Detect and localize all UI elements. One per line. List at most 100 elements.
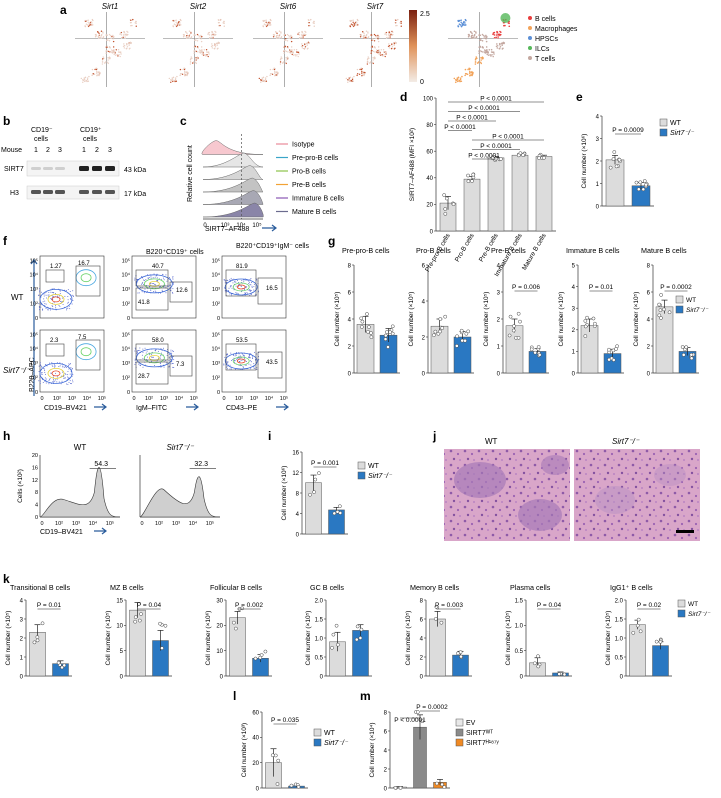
contour [39,362,73,384]
band-sirt7 [43,167,53,170]
umap-point [107,59,109,61]
y-tick-label: 0 [20,674,24,680]
event [237,279,239,281]
p-value: P = 0.001 [311,460,339,467]
umap-point [180,73,183,75]
umap-point [296,54,298,56]
umap-point [392,42,395,45]
umap-point [172,76,175,79]
data-point [591,316,596,321]
x-axis-label: SIRT7–AF488 [205,226,249,233]
data-point [440,326,445,330]
event [54,380,56,382]
event [245,360,247,362]
event [59,292,61,294]
umap-point [200,34,202,37]
event [52,298,54,300]
umap-point [211,31,214,33]
umap-point [480,59,482,61]
event [72,295,74,297]
umap-point [475,56,478,58]
y-tick-label: 8 [348,263,352,269]
umap-point [300,45,303,47]
data-point [614,164,619,169]
umap-point [217,42,220,45]
umap-point [469,30,472,33]
umap-point [172,80,174,83]
event [134,359,136,361]
event [162,347,164,349]
event [166,362,168,364]
p-value: P < 0.0001 [480,143,512,150]
umap-point [372,39,374,41]
umap-point [264,78,267,81]
umap-point [135,25,137,27]
legend-label: Sirt7⁻/⁻ [324,740,349,747]
umap-point [464,74,466,77]
umap-point [490,51,493,53]
p-value: P = 0.0002 [660,284,692,291]
umap-point [85,23,88,25]
umap-point [290,38,292,40]
event [141,283,143,285]
umap-point [352,21,354,24]
histogram-0 [201,140,264,155]
y-tick-label: 0 [430,229,434,235]
umap-point [390,47,393,50]
data-point [35,638,40,643]
event [41,366,43,368]
event [151,353,153,355]
p-value: P < 0.0001 [468,105,500,112]
umap-point [170,78,172,81]
umap-point [367,36,370,38]
event [67,295,69,297]
umap-point [112,51,114,54]
arrow-icon [186,403,199,411]
umap-point [302,35,304,37]
x-axis-label: IgM–FITC [136,405,167,412]
event [168,360,170,362]
legend-swatch [357,461,366,470]
umap-point [349,80,351,83]
y-tick-label: 2 [572,328,576,334]
event [38,371,40,373]
event [233,360,235,362]
umap-point [492,33,494,35]
event [136,350,138,352]
legend-label: WT [324,730,336,737]
y-axis-label: Cell number (×10⁵) [408,292,415,347]
data-point [369,331,373,335]
legend-label: Macrophages [535,26,578,33]
data-point [308,492,312,497]
umap-point [213,33,215,36]
contour [80,273,92,283]
event [249,357,251,359]
umap-point [467,68,469,71]
umap-point [188,30,191,32]
umap-point [276,32,278,35]
event [237,281,239,283]
umap-point [171,77,173,79]
legend-dot [528,36,532,40]
gate [225,343,257,371]
umap-point [350,23,353,25]
y-axis-label: Cell number (×10⁵) [105,611,112,666]
event [49,378,51,380]
umap-point [499,45,502,48]
umap-point [279,61,282,63]
event [43,298,45,300]
umap-point [274,70,276,73]
event [170,284,172,286]
umap-point [472,71,474,74]
event [40,304,42,306]
legend-label: WT [368,463,380,470]
event [67,307,69,309]
legend-swatch [313,728,322,737]
event [134,279,136,281]
event [154,350,156,352]
p-value: P = 0.04 [137,602,162,609]
umap-point [201,35,203,38]
umap-point [276,37,278,39]
contour [232,356,250,366]
event [163,279,165,281]
